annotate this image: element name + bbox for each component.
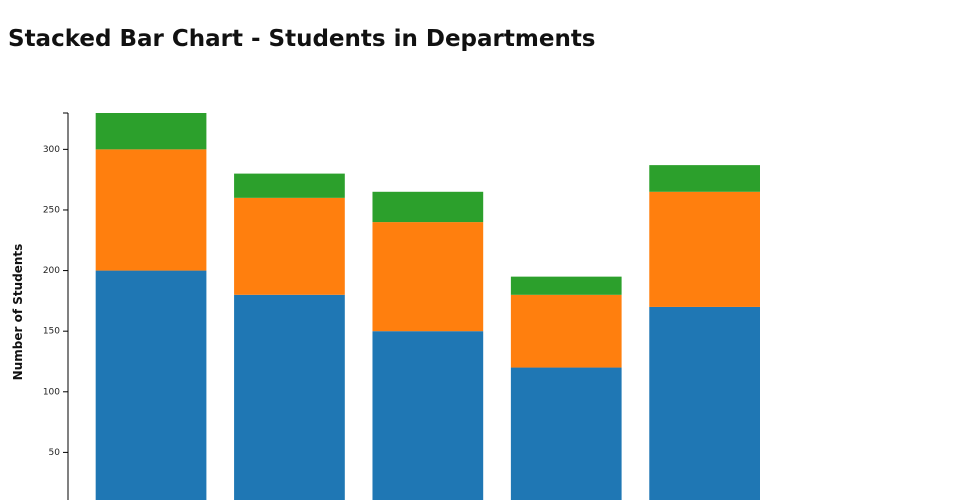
bar-segment <box>234 197 345 295</box>
y-tick-label: 50 <box>49 448 61 458</box>
y-tick-label: 250 <box>43 205 60 215</box>
bar-segment <box>372 191 484 223</box>
bar-segment <box>95 149 207 271</box>
y-tick-label: 200 <box>43 266 60 276</box>
bar-segment <box>372 331 484 500</box>
bar-segment <box>649 165 760 192</box>
chart-title: Stacked Bar Chart - Students in Departme… <box>8 26 596 52</box>
bar-segment <box>234 294 345 500</box>
bar-segment <box>95 270 207 500</box>
bar-segment <box>649 191 760 307</box>
bar-segment <box>510 294 622 368</box>
y-axis-label: Number of Students <box>11 244 25 381</box>
bar-segment <box>372 222 484 332</box>
y-tick-label: 300 <box>43 145 60 155</box>
bar-segment <box>510 276 622 295</box>
y-tick-label: 150 <box>43 327 60 337</box>
bar-segment <box>95 113 207 150</box>
y-tick-label: 100 <box>43 387 60 397</box>
bar-segment <box>234 173 345 198</box>
bar-segment <box>649 306 760 500</box>
bar-segment <box>510 367 622 500</box>
